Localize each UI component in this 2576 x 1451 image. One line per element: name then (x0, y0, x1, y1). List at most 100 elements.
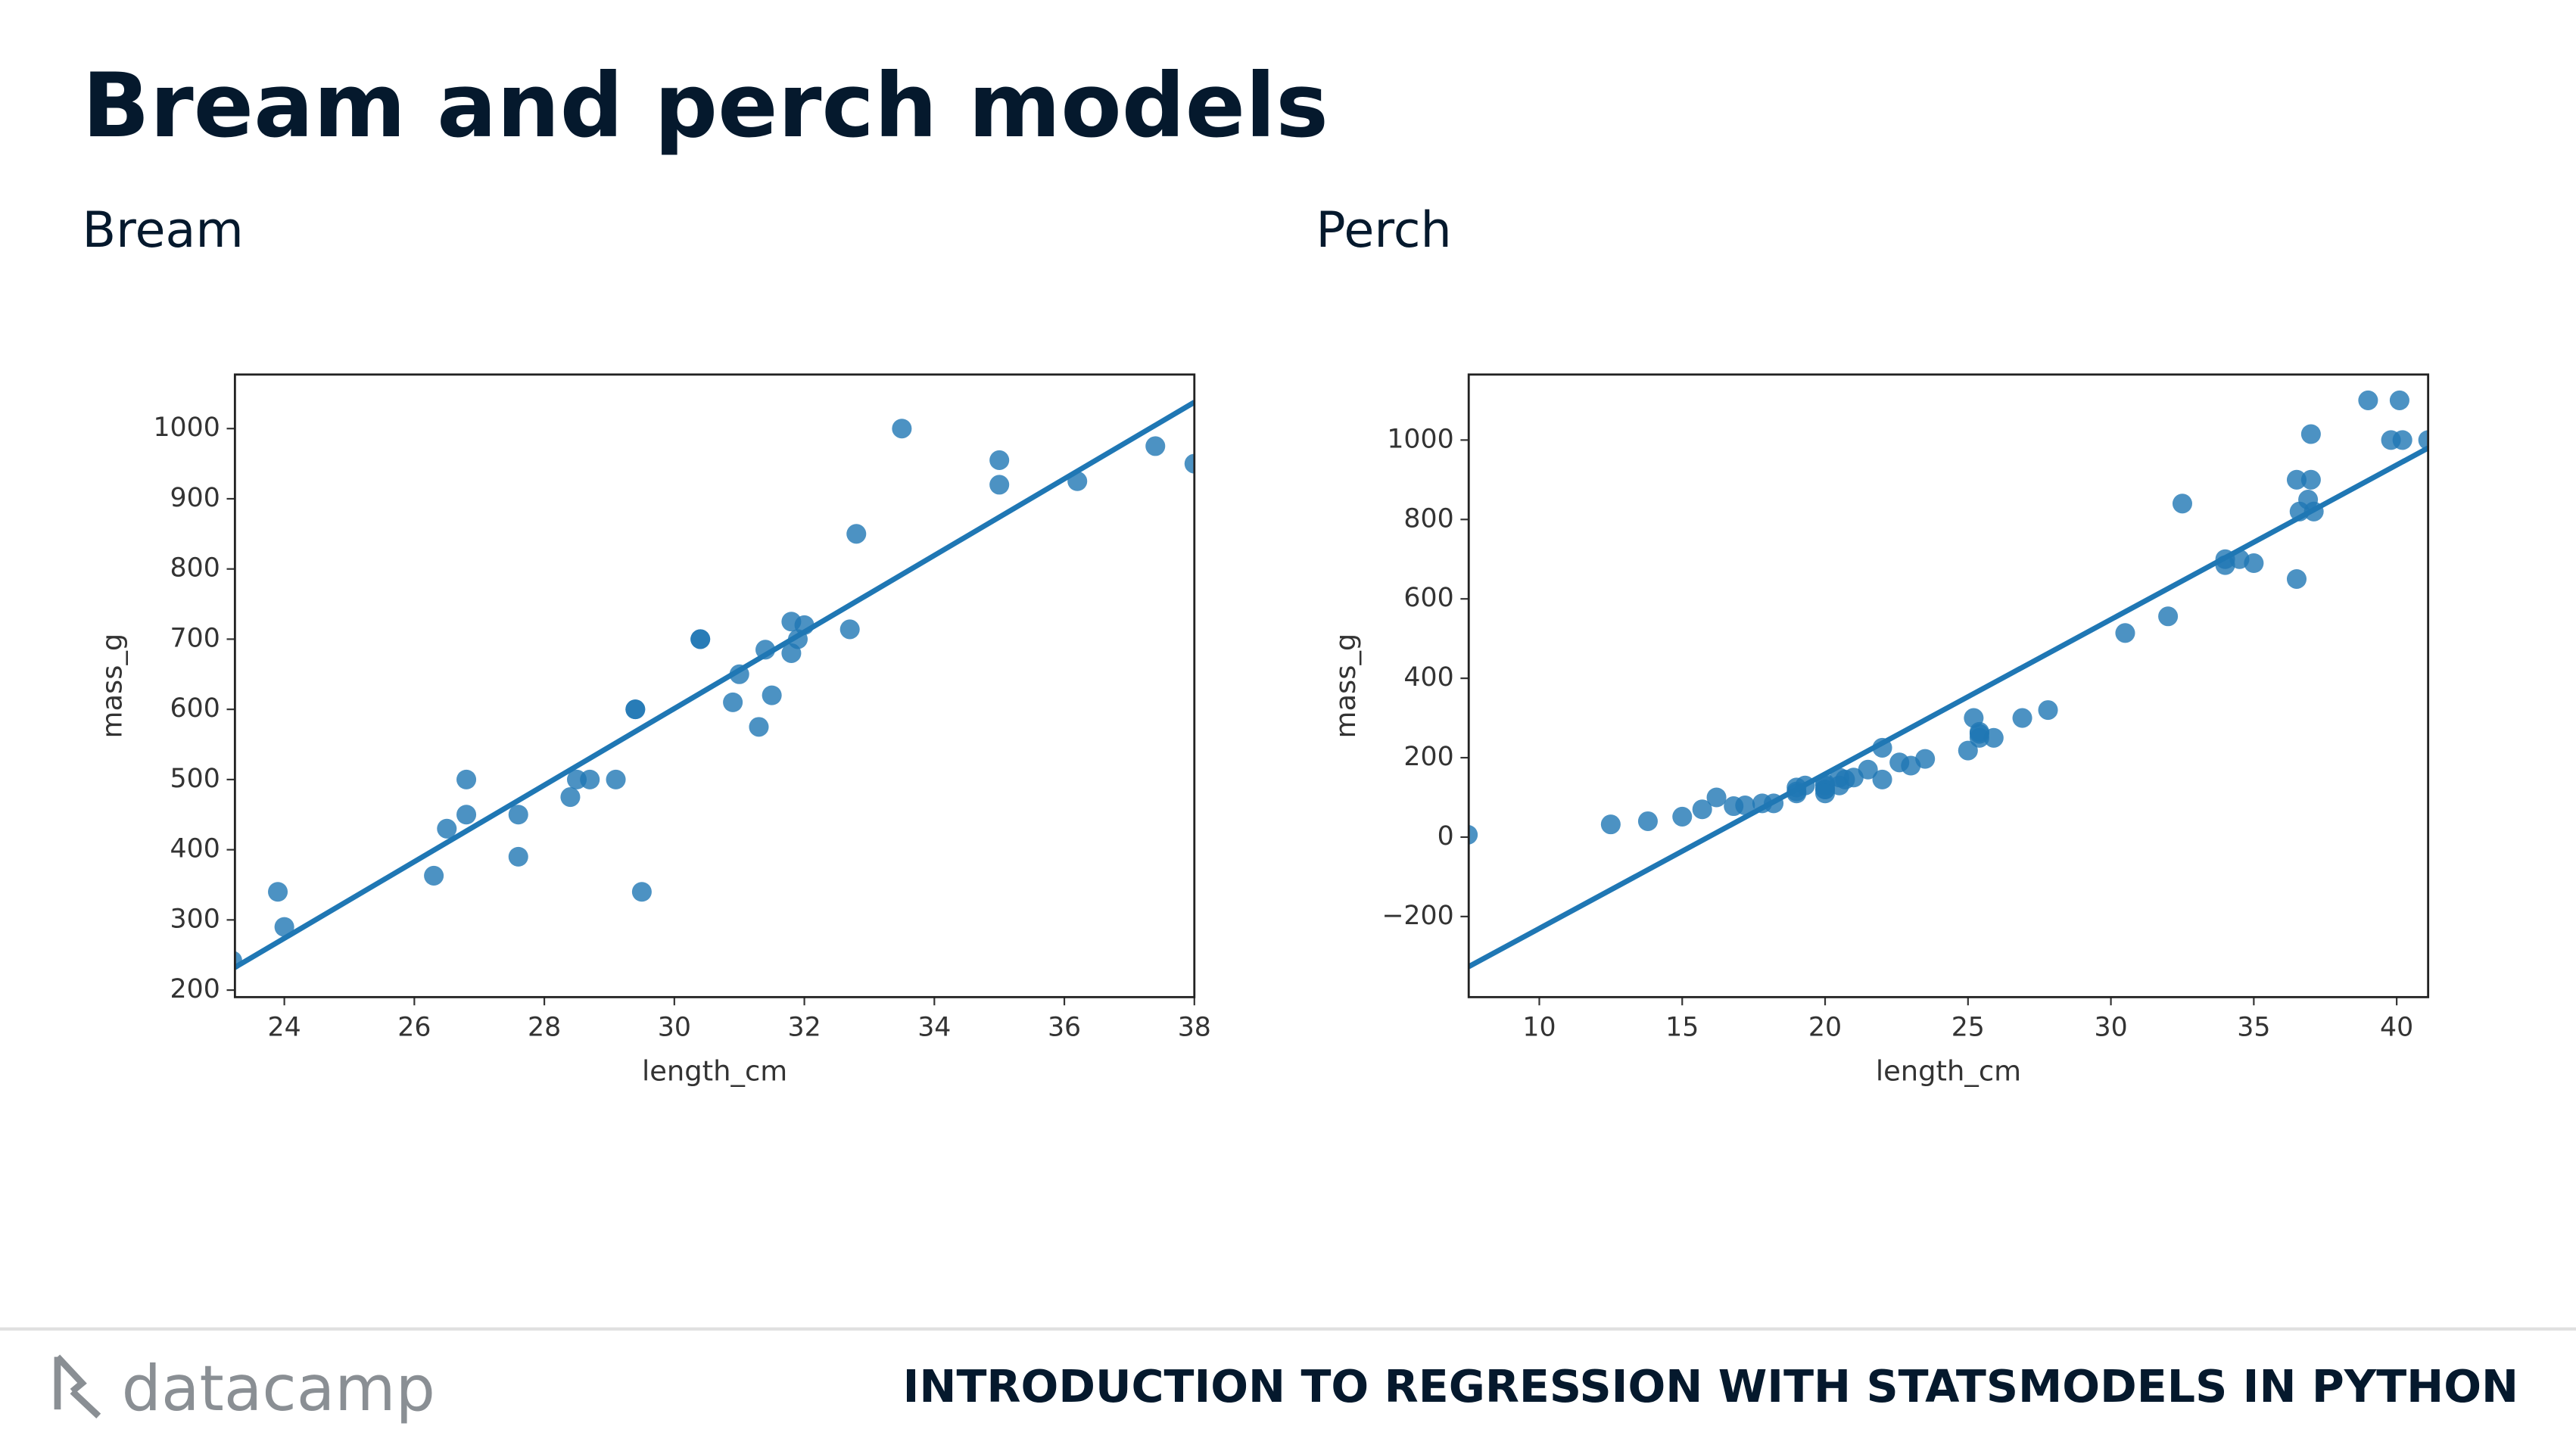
data-point (631, 882, 652, 902)
data-point (2300, 424, 2321, 444)
y-tick-label: 700 (170, 623, 220, 653)
data-point (424, 865, 444, 886)
logo-text: datacamp (122, 1353, 435, 1425)
x-tick-label: 40 (2380, 1013, 2413, 1043)
data-point (625, 699, 646, 720)
data-point (508, 805, 528, 825)
plot-frame (1467, 373, 2430, 998)
data-point (2418, 430, 2428, 450)
x-tick-label: 35 (2237, 1013, 2270, 1043)
data-point (456, 769, 477, 789)
chart-subtitle: Bream (83, 202, 244, 259)
x-tick-label: 20 (1808, 1013, 1842, 1043)
data-point (989, 450, 1010, 470)
x-tick-label: 30 (658, 1013, 691, 1043)
data-point (762, 685, 782, 705)
x-tick-label: 34 (917, 1013, 951, 1043)
regression-line (1469, 445, 2428, 970)
y-tick-label: 800 (170, 553, 220, 584)
data-point (2286, 469, 2307, 490)
data-point (846, 524, 867, 544)
data-point (989, 475, 1010, 495)
y-tick-label: 0 (1438, 821, 1454, 852)
course-title: INTRODUCTION TO REGRESSION WITH STATSMOD… (903, 1361, 2518, 1412)
y-tick-label: 500 (170, 764, 220, 794)
data-point (1858, 759, 1878, 780)
y-axis-label: mass_g (95, 634, 128, 739)
data-point (839, 619, 860, 640)
y-axis-label: mass_g (1329, 634, 1362, 739)
data-point (1969, 727, 1989, 748)
data-point (437, 818, 457, 839)
data-point (749, 717, 769, 737)
data-point (1600, 814, 1621, 835)
data-point (2358, 390, 2378, 410)
data-point (690, 629, 711, 649)
y-tick-label: 900 (170, 483, 220, 513)
data-point (1637, 811, 1658, 831)
x-tick-label: 15 (1665, 1013, 1699, 1043)
regression-line (235, 400, 1195, 970)
x-tick-label: 24 (268, 1013, 301, 1043)
y-tick-label: 1000 (1387, 424, 1453, 454)
y-tick-label: 600 (1403, 583, 1453, 613)
chart-subtitle: Perch (1316, 202, 1451, 259)
data-point (1145, 436, 1166, 456)
data-point (2012, 708, 2032, 728)
data-point (2172, 494, 2192, 514)
x-tick-label: 26 (397, 1013, 431, 1043)
data-point (892, 419, 912, 439)
logo-icon (54, 1354, 101, 1418)
y-tick-label: 400 (170, 834, 220, 864)
data-point (274, 917, 294, 937)
data-point (1735, 795, 1755, 816)
data-point (1469, 824, 1478, 845)
x-tick-label: 32 (787, 1013, 821, 1043)
x-axis-label: length_cm (642, 1055, 787, 1088)
data-point (580, 769, 600, 789)
x-tick-label: 36 (1048, 1013, 1081, 1043)
data-point (1672, 806, 1693, 827)
plot-area (235, 400, 1195, 970)
data-point (2392, 430, 2412, 450)
y-tick-label: 200 (1403, 742, 1453, 772)
data-point (1983, 727, 2004, 748)
data-point (2300, 469, 2321, 490)
x-axis-label: length_cm (1876, 1055, 2021, 1088)
plot-area (1469, 390, 2428, 970)
data-point (1184, 453, 1195, 474)
data-point (2158, 606, 2179, 627)
data-point (508, 846, 528, 867)
x-tick-label: 38 (1178, 1013, 1211, 1043)
data-point (723, 692, 743, 712)
data-point (1692, 799, 1712, 820)
y-tick-label: 400 (1403, 662, 1453, 693)
y-tick-label: 300 (170, 904, 220, 934)
slide-title: Bream and perch models (83, 54, 1329, 157)
data-point (560, 787, 581, 808)
data-point (1958, 740, 1978, 761)
data-point (268, 882, 288, 902)
x-tick-label: 28 (528, 1013, 561, 1043)
y-tick-label: 200 (170, 974, 220, 1004)
data-point (1915, 749, 1936, 769)
y-tick-label: 800 (1403, 503, 1453, 534)
data-point (2286, 568, 2307, 589)
data-point (1872, 769, 1892, 789)
x-tick-label: 30 (2094, 1013, 2127, 1043)
data-point (2115, 623, 2135, 643)
y-tick-label: 600 (170, 693, 220, 724)
data-point (2244, 553, 2264, 574)
data-point (2389, 390, 2409, 410)
y-tick-label: −200 (1381, 901, 1453, 931)
plot-frame (233, 373, 1196, 998)
data-point (456, 805, 477, 825)
data-point (2038, 700, 2058, 721)
x-tick-label: 10 (1522, 1013, 1556, 1043)
y-tick-label: 1000 (153, 413, 220, 443)
x-tick-label: 25 (1951, 1013, 1985, 1043)
data-point (1706, 787, 1727, 808)
data-point (606, 769, 626, 789)
